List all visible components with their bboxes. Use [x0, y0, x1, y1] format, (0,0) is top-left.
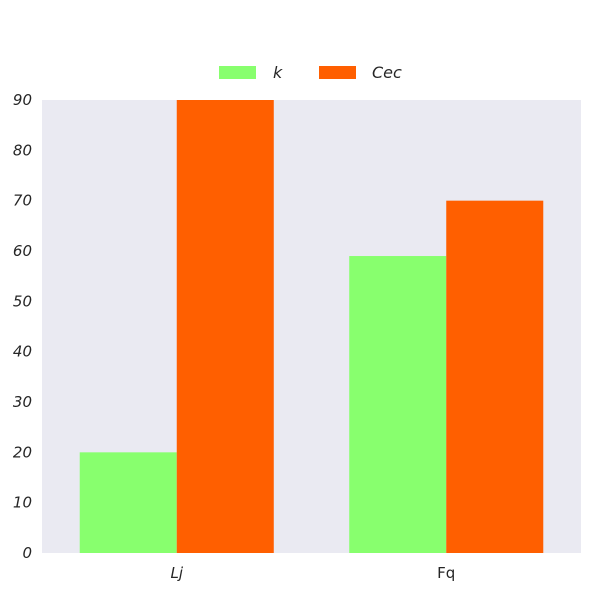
bar-k-fq — [349, 256, 447, 553]
y-tick-label-30: 30 — [13, 393, 32, 411]
y-tick-label-40: 40 — [13, 343, 32, 361]
bars-group — [79, 100, 544, 553]
y-tick-label-50: 50 — [13, 292, 32, 310]
legend-label-cec: Cec — [372, 63, 402, 82]
legend-label-k: k — [273, 63, 283, 82]
legend-swatch-cec — [319, 66, 356, 79]
legend: k Cec — [219, 63, 402, 82]
bar-k-lj — [79, 452, 177, 553]
x-tick-label-fq: Fq — [437, 564, 455, 582]
bar-cec-fq — [446, 200, 544, 553]
legend-swatch-k — [219, 66, 256, 79]
y-tick-label-70: 70 — [13, 192, 32, 210]
y-tick-label-20: 20 — [13, 443, 32, 461]
y-axis-ticks: 0 10 20 30 40 50 60 70 80 90 — [13, 91, 32, 562]
y-tick-label-10: 10 — [13, 494, 32, 512]
x-tick-label-lj: Lj — [170, 564, 183, 582]
x-axis-ticks: Lj Fq — [170, 564, 455, 582]
y-tick-label-80: 80 — [13, 141, 32, 159]
y-tick-label-0: 0 — [22, 544, 32, 562]
y-tick-label-90: 90 — [13, 91, 32, 109]
bar-cec-lj — [176, 100, 274, 553]
y-tick-label-60: 60 — [13, 242, 32, 260]
